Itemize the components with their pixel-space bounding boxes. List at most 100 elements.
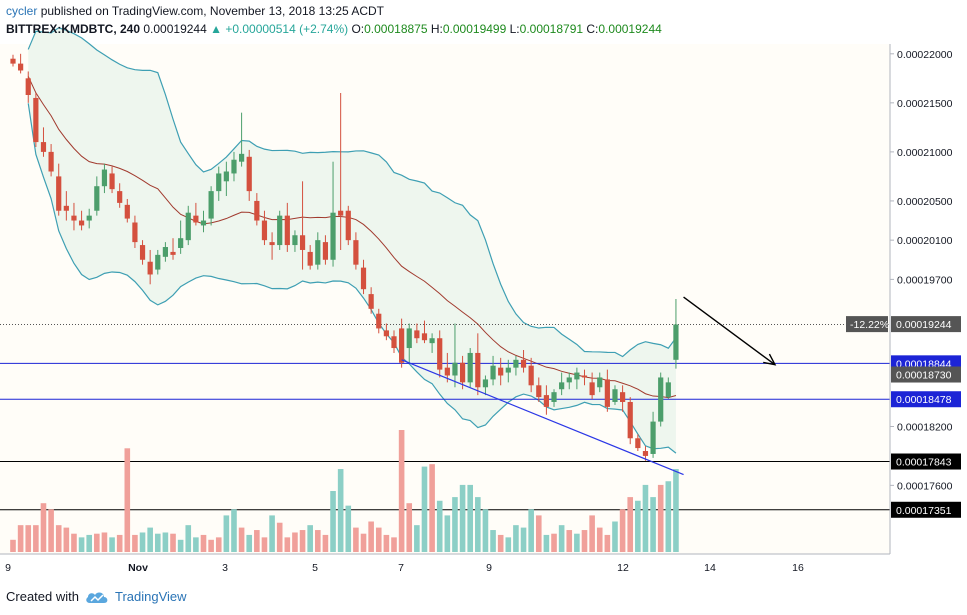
volume-bar [139, 532, 146, 552]
candle-body [566, 377, 572, 383]
volume-bar [345, 505, 352, 552]
y-tick-label: 0.00018200 [897, 422, 953, 434]
candle-body [360, 267, 367, 290]
y-tick-label: 0.00020500 [897, 196, 953, 208]
candle-body [391, 336, 397, 349]
price-tag-label: 0.00019244 [896, 319, 952, 331]
candle-body [18, 63, 24, 71]
arrow-head [763, 353, 777, 366]
volume-bar [40, 503, 47, 552]
candle-body [254, 200, 260, 221]
volume-bar [513, 525, 519, 552]
low-label: L: [509, 22, 520, 36]
volume-bar [581, 530, 588, 552]
horizontal-levels [0, 324, 890, 511]
volume-bar [398, 430, 405, 552]
symbol-label[interactable]: BITTREX:KMDBTC, 240 [6, 22, 141, 36]
x-tick-label: Nov [128, 562, 148, 574]
published-text: published on TradingView.com, November 1… [40, 4, 385, 18]
volume-bar [330, 491, 336, 552]
lower-band-line [27, 103, 677, 454]
volume-bar [337, 469, 344, 552]
price-tag-label: 0.00018478 [896, 394, 952, 406]
candle-body [193, 215, 199, 223]
volume-bar [17, 525, 24, 552]
volume-bar [635, 500, 641, 552]
candle-body [40, 142, 47, 152]
price-tag-box [891, 501, 961, 518]
volume-bar [505, 537, 512, 552]
volume-bar [490, 530, 496, 552]
candle-body [620, 392, 626, 402]
candle-body [406, 328, 412, 349]
y-tick-label: 0.00019700 [897, 274, 953, 286]
candle-body [132, 222, 138, 243]
candle-body [383, 330, 389, 337]
candle-body [185, 212, 191, 241]
volume-bar [269, 515, 275, 552]
volume-bar [535, 515, 542, 552]
volume-bar [467, 484, 473, 552]
footer: Created with TradingView [6, 589, 187, 604]
candle-body [429, 338, 435, 344]
price-tag-label: 0.00017351 [896, 505, 952, 517]
x-tick-label: 3 [222, 562, 228, 574]
percent-tag-box [846, 316, 888, 333]
candle-body [63, 205, 69, 211]
volume-bar [551, 533, 557, 552]
volume-bar [429, 464, 435, 552]
y-tick-label: 0.00021000 [897, 147, 953, 159]
volume-bar [543, 534, 550, 552]
candle-body [223, 171, 229, 182]
price-tag-label: 0.00017843 [896, 457, 952, 469]
volume-bar [154, 533, 161, 552]
candle-body [414, 330, 420, 339]
candle-body [437, 338, 443, 370]
volume-bar [383, 534, 390, 552]
percent-tag-label: -12.22% [850, 319, 889, 331]
author-name[interactable]: cycler [6, 4, 38, 18]
close-label: C: [586, 22, 599, 36]
tradingview-brand[interactable]: TradingView [114, 589, 187, 604]
candle-body [505, 367, 511, 373]
candle-body [155, 254, 161, 270]
upper-band-line [27, 27, 677, 358]
candle-body [368, 294, 374, 309]
candle-body [459, 362, 466, 383]
volume-bar [497, 534, 504, 552]
volume-bar [94, 533, 100, 552]
volume-bar [132, 534, 138, 552]
candle-body [147, 261, 153, 275]
volume-bar [642, 484, 649, 552]
candle-body [124, 204, 130, 219]
x-tick-label: 16 [792, 562, 804, 574]
y-tick-label: 0.00020100 [897, 235, 953, 247]
high-label: H: [430, 22, 443, 36]
candle-body [86, 215, 92, 221]
volume-bar [566, 530, 573, 552]
candle-body [528, 365, 534, 386]
candle-body [559, 382, 565, 390]
volume-bar [528, 509, 534, 552]
candle-body [33, 97, 39, 143]
volume-bar [208, 539, 214, 552]
volume-bar [604, 534, 611, 552]
candle-body [315, 240, 321, 265]
price-axis[interactable] [890, 44, 967, 554]
volume-bar [63, 527, 70, 552]
volume-bar [444, 515, 451, 552]
candle-body [284, 215, 290, 246]
candle-body [162, 247, 168, 257]
candle-body [117, 191, 123, 203]
last-price: 0.00019244 [143, 22, 207, 36]
candle-body [650, 421, 656, 454]
candles [10, 53, 679, 461]
candle-body [292, 235, 298, 246]
candle-body [10, 58, 16, 64]
high-value: 0.00019499 [442, 22, 507, 36]
volume-bar [406, 503, 413, 552]
volume-bar [246, 534, 253, 552]
volume-bar [299, 530, 306, 552]
candle-body [498, 367, 504, 376]
